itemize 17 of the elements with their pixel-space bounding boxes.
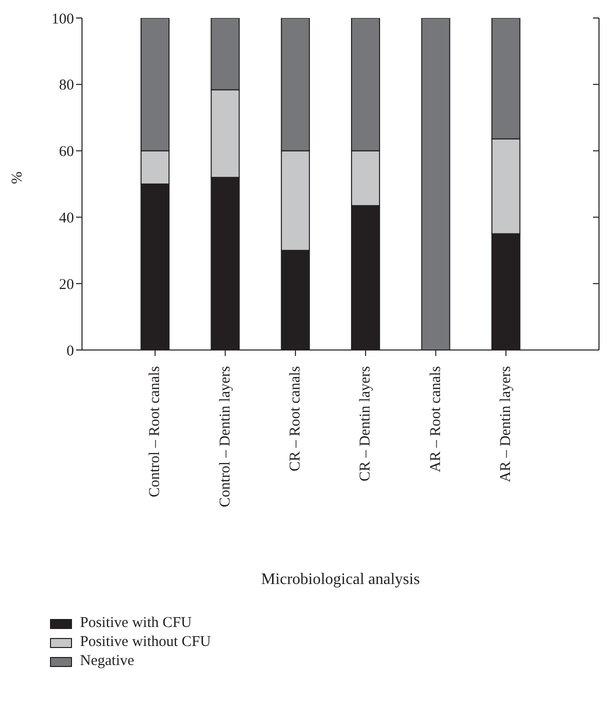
y-tick-label: 0 — [66, 343, 74, 360]
legend-label: Positive without CFU — [80, 633, 211, 652]
x-tick-label: Control – Dentin layers — [217, 366, 234, 508]
x-tick-label: Control – Root canals — [147, 366, 164, 498]
y-tick-label: 20 — [59, 276, 74, 293]
y-axis-title: % — [9, 172, 26, 184]
x-tick-label: CR – Dentin layers — [358, 366, 374, 482]
x-axis-title: Microbiological analysis — [261, 571, 420, 588]
y-tick-label: 40 — [59, 210, 74, 227]
legend-label: Positive with CFU — [80, 614, 192, 633]
y-tick-label: 60 — [59, 144, 74, 160]
x-tick-label: AR – Dentin layers — [498, 366, 514, 482]
x-tick-label: AR – Root canals — [428, 366, 444, 472]
y-tick-label: 80 — [59, 78, 74, 94]
y-tick-label: 100 — [52, 11, 74, 28]
x-tick-label: CR – Root canals — [287, 366, 304, 472]
legend-label: Negative — [80, 652, 134, 671]
